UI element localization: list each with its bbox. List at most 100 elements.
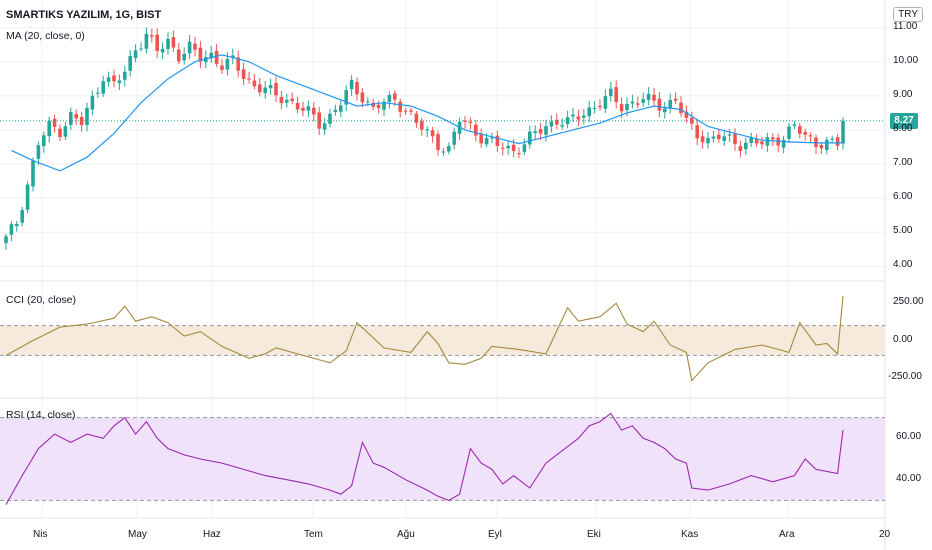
candle-body — [441, 151, 446, 153]
candle-body — [414, 113, 419, 123]
price-tick-label: 8.00 — [893, 122, 913, 134]
candle-body — [252, 80, 257, 87]
candle-body — [452, 131, 456, 145]
candle-body — [155, 34, 159, 51]
candle-body — [501, 147, 505, 149]
candle-body — [625, 103, 629, 111]
candle-body — [349, 79, 354, 90]
candle-body — [576, 116, 581, 120]
candle-body — [711, 136, 716, 139]
candle-body — [765, 137, 770, 146]
candle-body — [52, 118, 57, 128]
price-tick-label: 9.00 — [893, 88, 913, 100]
candle-body — [328, 113, 332, 124]
price-tick-label: 4.00 — [893, 259, 913, 271]
candle-body — [398, 101, 402, 112]
candle-body — [15, 223, 19, 227]
candle-body — [247, 78, 251, 80]
cci-line — [5, 295, 844, 382]
candle-body — [619, 104, 624, 112]
rsi-tick-label: 40.00 — [896, 472, 922, 484]
candle-body — [69, 112, 73, 125]
rsi-tick-label: 60.00 — [896, 431, 922, 443]
candle-body — [646, 93, 651, 100]
candle-body — [4, 236, 8, 244]
candle-body — [684, 111, 689, 118]
candle-body — [58, 128, 62, 138]
candle-body — [835, 137, 840, 146]
candle-body — [490, 137, 494, 139]
candle-body — [700, 136, 705, 143]
candle-body — [220, 65, 224, 70]
candle-body — [436, 134, 440, 151]
rsi-band — [0, 417, 885, 501]
x-tick-label: Ağu — [397, 529, 415, 540]
currency-badge[interactable]: TRY — [893, 7, 923, 22]
candle-body — [468, 121, 473, 123]
x-tick-label: Eyl — [488, 529, 502, 540]
candle-body — [425, 129, 429, 131]
candle-body — [754, 138, 759, 144]
candle-body — [695, 125, 699, 139]
candle-body — [787, 126, 791, 139]
candle-body — [484, 137, 489, 145]
candle-body — [9, 224, 14, 235]
candle-body — [641, 99, 645, 103]
symbol-title: SMARTIKS YAZILIM, 1G, BIST — [6, 9, 162, 21]
x-tick-label: Nis — [33, 529, 48, 540]
x-tick-label: Kas — [681, 529, 699, 540]
candle-body — [344, 90, 348, 105]
candle-body — [106, 77, 111, 82]
last-price-tag: 8.27 — [890, 113, 918, 129]
candle-body — [214, 50, 219, 64]
ma-line — [11, 54, 843, 172]
candle-body — [339, 105, 343, 112]
candle-body — [744, 142, 748, 150]
candle-body — [538, 129, 543, 134]
candle-body — [177, 49, 181, 62]
candle-body — [171, 37, 176, 48]
candle-body — [614, 87, 618, 103]
candle-body — [355, 81, 359, 95]
candle-body — [36, 145, 41, 159]
candle-body — [371, 102, 375, 107]
rsi-indicator-label[interactable]: RSI (14, close) — [6, 409, 76, 421]
candle-body — [306, 106, 311, 111]
candle-body — [447, 146, 451, 152]
candle-body — [679, 102, 683, 114]
candle-body — [430, 130, 435, 137]
candle-body — [733, 133, 737, 145]
candle-body — [663, 108, 667, 113]
candle-body — [263, 87, 267, 94]
cci-indicator-label[interactable]: CCI (20, close) — [6, 294, 77, 306]
candle-body — [592, 107, 597, 109]
candle-body — [42, 135, 46, 146]
candle-body — [274, 83, 278, 96]
cci-band — [0, 325, 885, 356]
candle-body — [668, 99, 672, 109]
candle-body — [781, 139, 786, 148]
candle-body — [63, 126, 68, 137]
candle-body — [792, 124, 797, 126]
candle-body — [166, 38, 170, 50]
candle-body — [182, 53, 186, 61]
candle-body — [630, 101, 635, 104]
ma-indicator-label[interactable]: MA (20, close, 0) — [6, 30, 85, 42]
candle-body — [279, 97, 284, 104]
candle-body — [830, 138, 834, 140]
candle-body — [187, 41, 192, 54]
candle-body — [544, 126, 548, 135]
candle-body — [841, 120, 845, 144]
candle-body — [690, 117, 694, 124]
candle-body — [268, 84, 273, 89]
price-tick-label: 7.00 — [893, 157, 913, 169]
candle-body — [749, 137, 753, 143]
candle-body — [123, 71, 127, 80]
candle-body — [47, 120, 51, 137]
candle-body — [474, 124, 478, 136]
cci-tick-label: 250.00 — [893, 296, 924, 308]
candle-body — [798, 126, 802, 134]
candle-body — [382, 101, 386, 110]
x-tick-label: Tem — [304, 529, 323, 540]
